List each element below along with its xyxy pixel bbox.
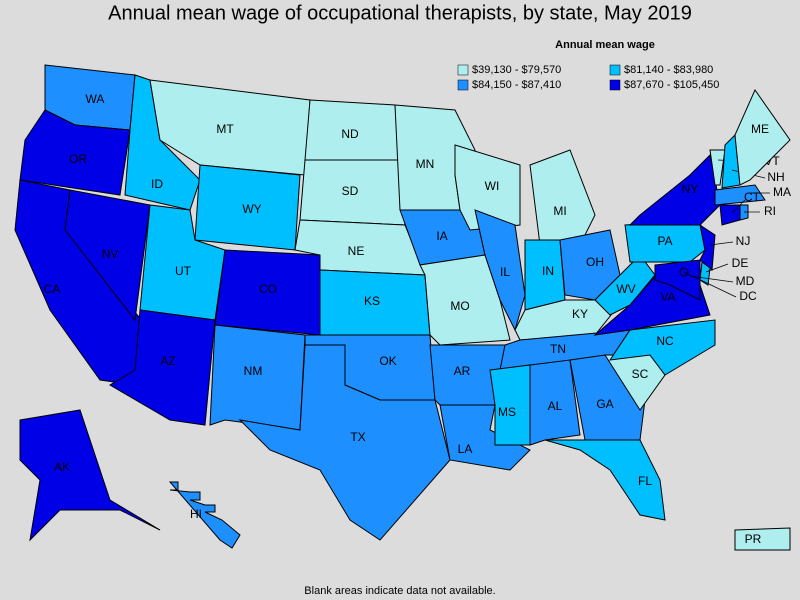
state-region xyxy=(19,109,131,196)
legend-label: $84,150 - $87,410 xyxy=(472,79,561,91)
leader-line xyxy=(731,199,746,214)
state-label: ID xyxy=(151,177,163,191)
state-label: SC xyxy=(632,367,649,381)
leader-line xyxy=(683,271,737,298)
state-label: MO xyxy=(450,299,469,313)
state-label: SD xyxy=(342,184,359,198)
state-label: VA xyxy=(660,290,675,304)
state-region xyxy=(454,144,521,231)
state-region xyxy=(654,259,701,301)
state-label: PA xyxy=(657,234,672,248)
state-label: CT xyxy=(744,190,761,204)
state-label: OH xyxy=(586,255,604,269)
state-label: TX xyxy=(350,430,365,444)
state-region xyxy=(699,261,711,286)
state-label: GA xyxy=(596,397,613,411)
state-label: LA xyxy=(458,442,473,456)
state-region xyxy=(709,149,726,186)
state-label: AK xyxy=(54,460,70,474)
state-label: NY xyxy=(682,182,699,196)
state-label: WV xyxy=(616,282,635,296)
state-label: NH xyxy=(767,170,784,184)
state-region xyxy=(739,204,749,221)
title: Annual mean wage of occupational therapi… xyxy=(108,2,692,24)
state-label: UT xyxy=(175,264,192,278)
state-region xyxy=(489,364,531,446)
state-label: NE xyxy=(348,244,365,258)
state-label: NM xyxy=(244,364,263,378)
state-label: AL xyxy=(548,399,563,413)
state-label: MS xyxy=(498,405,516,419)
state-label: MD xyxy=(736,274,755,288)
state-region xyxy=(168,481,241,549)
state-label: DE xyxy=(732,256,749,270)
state-label: MA xyxy=(773,185,791,199)
legend-title: Annual mean wage xyxy=(555,39,655,51)
state-label: NV xyxy=(102,247,119,261)
state-label: NJ xyxy=(736,234,751,248)
state-label: MT xyxy=(216,122,234,136)
leader-line xyxy=(705,263,729,273)
state-label: NC xyxy=(656,334,674,348)
state-region xyxy=(544,439,666,521)
state-region xyxy=(529,359,581,446)
state-label: HI xyxy=(190,507,202,521)
legend-swatch xyxy=(457,79,469,91)
state-label: AR xyxy=(454,364,471,378)
state-label: ND xyxy=(341,127,359,141)
state-label: CA xyxy=(44,282,61,296)
state-region xyxy=(714,184,766,206)
state-label: WI xyxy=(485,179,500,193)
state-label: WA xyxy=(86,92,105,106)
state-label: MN xyxy=(416,157,435,171)
legend-swatch xyxy=(609,64,621,76)
legend-swatch xyxy=(457,64,469,76)
legend-swatch xyxy=(609,79,621,91)
state-label: FL xyxy=(638,474,652,488)
legend-label: $81,140 - $83,980 xyxy=(624,64,713,76)
state-label: IL xyxy=(500,265,510,279)
state-region xyxy=(238,344,451,541)
leader-line xyxy=(709,241,734,246)
state-region xyxy=(734,527,791,551)
state-label: WY xyxy=(242,202,261,216)
leader-line xyxy=(689,275,734,283)
legend-label: $39,130 - $79,570 xyxy=(472,64,561,76)
legend-label: $87,670 - $105,450 xyxy=(624,79,719,91)
state-region xyxy=(569,354,646,441)
state-region xyxy=(529,149,596,246)
state-label: OK xyxy=(379,354,396,368)
state-label: RI xyxy=(764,204,776,218)
state-label: IN xyxy=(542,264,554,278)
state-region xyxy=(109,309,216,426)
state-region xyxy=(734,88,791,186)
state-label: DC xyxy=(739,289,757,303)
state-region xyxy=(19,409,161,542)
state-label: OR xyxy=(69,152,87,166)
state-label: MI xyxy=(553,204,566,218)
state-label: KY xyxy=(572,307,588,321)
state-region xyxy=(64,189,151,322)
footnote: Blank areas indicate data not available. xyxy=(304,585,495,597)
state-label: ME xyxy=(751,122,769,136)
state-label: AZ xyxy=(160,354,175,368)
state-label: IA xyxy=(436,229,447,243)
state-label: CO xyxy=(259,282,277,296)
state-label: KS xyxy=(364,294,380,308)
state-label: PR xyxy=(745,532,762,546)
state-label: TN xyxy=(550,342,566,356)
